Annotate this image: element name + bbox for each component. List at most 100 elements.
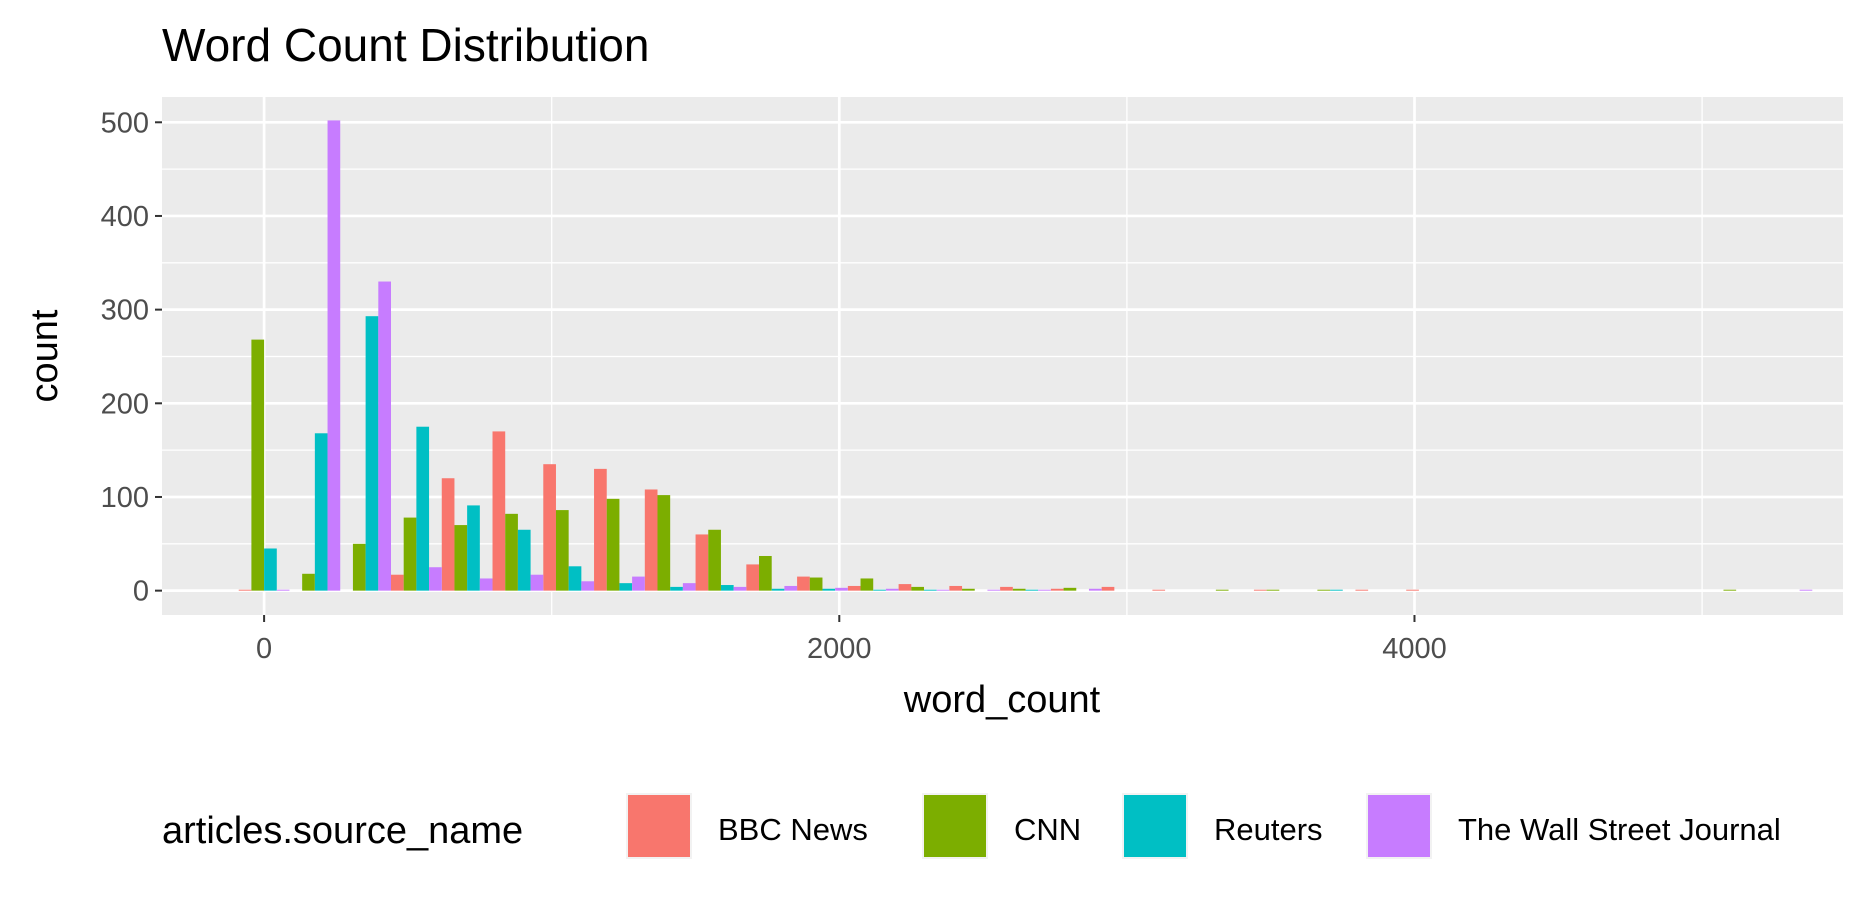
bar	[238, 589, 252, 591]
bar	[1025, 589, 1039, 591]
bar	[416, 426, 430, 591]
bar	[429, 567, 442, 591]
bar	[467, 505, 480, 591]
x-axis: 0 2000 4000	[256, 615, 1447, 665]
bar	[657, 495, 671, 591]
bar	[1253, 589, 1267, 591]
bar	[1215, 589, 1229, 591]
y-tick-label: 100	[101, 482, 149, 514]
bar	[746, 564, 760, 591]
y-axis: 0 100 200 300 400 500	[101, 107, 162, 608]
bar	[1330, 589, 1343, 591]
y-axis-title: count	[24, 309, 66, 402]
bar	[682, 583, 696, 591]
legend-label: Reuters	[1214, 812, 1323, 847]
bar	[923, 589, 937, 591]
bar	[822, 588, 836, 591]
x-axis-title: word_count	[903, 679, 1101, 721]
bar	[264, 548, 277, 591]
bar	[327, 120, 341, 591]
bar	[1063, 587, 1077, 591]
bar	[784, 585, 798, 591]
legend-swatch	[1124, 795, 1186, 857]
bar	[543, 464, 556, 591]
bar	[581, 581, 595, 591]
bar	[759, 555, 772, 591]
bar	[695, 534, 709, 591]
bar	[987, 589, 1001, 591]
bar	[670, 586, 683, 591]
legend-items: BBC News CNN Reuters The Wall Street Journa…	[626, 793, 1781, 859]
grid-major	[162, 97, 1843, 615]
bar	[454, 525, 468, 591]
bars	[238, 120, 1813, 591]
bar	[962, 588, 975, 591]
bar	[809, 577, 823, 591]
x-tick-label: 0	[256, 633, 272, 665]
bar	[606, 498, 620, 591]
bar	[632, 576, 645, 591]
bar	[1355, 589, 1369, 591]
bar	[619, 583, 633, 591]
bar	[911, 586, 924, 591]
bar	[860, 578, 874, 591]
bar	[390, 574, 404, 591]
bar	[873, 589, 886, 591]
bar	[1266, 589, 1280, 591]
bar	[555, 510, 569, 591]
legend-swatch	[1368, 795, 1430, 857]
bar	[378, 281, 391, 591]
bar	[1723, 589, 1737, 591]
bar	[771, 588, 785, 591]
bar	[1406, 589, 1419, 591]
y-tick-label: 300	[101, 295, 149, 327]
bar	[936, 589, 950, 591]
bar	[708, 529, 721, 591]
bar	[1050, 588, 1064, 591]
bar	[441, 478, 455, 591]
bar	[733, 586, 747, 591]
legend-label: BBC News	[718, 812, 868, 847]
chart-title: Word Count Distribution	[162, 19, 649, 71]
bar	[1101, 586, 1115, 591]
bar	[492, 431, 506, 591]
legend-title: articles.source_name	[162, 810, 523, 852]
bar	[847, 585, 861, 591]
bar	[720, 585, 734, 591]
legend-swatch	[924, 795, 986, 857]
legend-label: The Wall Street Journal	[1458, 812, 1781, 847]
bar	[530, 574, 544, 591]
bar	[352, 543, 366, 591]
bar	[885, 588, 899, 591]
y-tick-label: 200	[101, 388, 149, 420]
y-tick-label: 400	[101, 201, 149, 233]
y-tick-label: 0	[133, 576, 149, 608]
bar	[403, 517, 417, 591]
bar	[1012, 588, 1026, 591]
bar	[1799, 589, 1813, 591]
bar	[594, 468, 607, 591]
bar	[1317, 589, 1331, 591]
bar	[898, 584, 912, 591]
bar	[949, 585, 963, 591]
bar	[1152, 589, 1166, 591]
bar	[568, 566, 582, 591]
legend-swatch	[628, 795, 690, 857]
legend-label: CNN	[1014, 812, 1081, 847]
legend: articles.source_name BBC News CNN Reuters T…	[162, 793, 1781, 859]
bar	[365, 316, 379, 591]
bar	[479, 578, 493, 591]
bar	[276, 589, 290, 591]
bar	[251, 339, 265, 591]
y-tick-label: 500	[101, 107, 149, 139]
bar	[505, 513, 518, 591]
x-tick-label: 4000	[1382, 633, 1447, 665]
bar	[517, 529, 531, 591]
bar	[797, 576, 810, 591]
bar	[302, 573, 315, 591]
bar	[835, 587, 848, 591]
bar	[1038, 589, 1051, 591]
bar	[644, 489, 658, 591]
x-tick-label: 2000	[807, 633, 872, 665]
